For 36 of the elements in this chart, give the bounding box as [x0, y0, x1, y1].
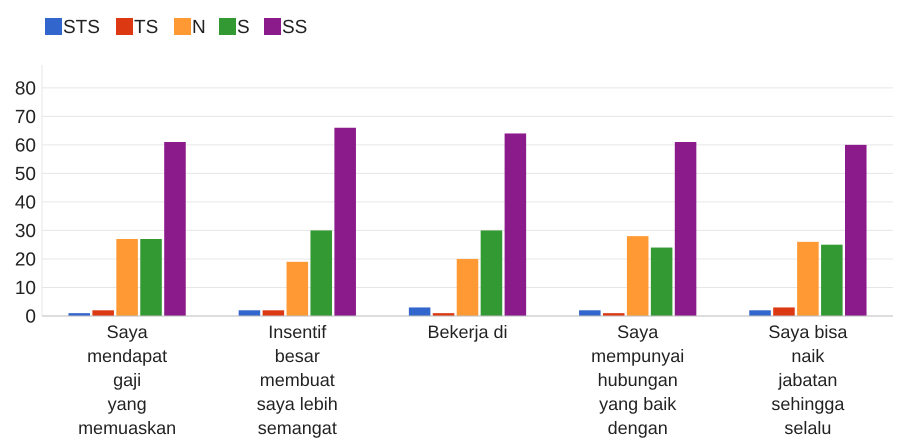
bar	[408, 307, 430, 316]
bar	[674, 142, 696, 316]
legend-label: STS	[63, 17, 100, 38]
y-tick-label: 40	[14, 192, 36, 214]
y-tick-label: 60	[14, 136, 36, 157]
x-tick-label: Saya bisa naik jabatan sehingga selalu	[768, 322, 848, 438]
y-tick-label: 10	[14, 278, 36, 300]
bar	[140, 238, 162, 316]
bar	[821, 244, 843, 316]
x-tick-label: Insentif besar membuat saya lebih semangat	[256, 322, 338, 438]
y-tick-label: 70	[14, 106, 36, 128]
x-tick-label: Saya mempunyai hubungan yang baik dengan	[591, 322, 684, 438]
bar	[773, 307, 795, 316]
y-tick-label: 80	[14, 78, 36, 100]
y-tick-label: 30	[14, 221, 36, 242]
bar	[504, 133, 526, 316]
legend-label: S	[237, 17, 250, 38]
bar	[797, 242, 819, 316]
legend-label: TS	[134, 17, 158, 38]
legend-label: N	[192, 17, 206, 38]
y-tick-label: 50	[14, 164, 36, 186]
legend-label: SS	[282, 17, 308, 38]
bar	[480, 230, 502, 316]
y-tick-label: 0	[25, 306, 36, 328]
bar	[334, 128, 356, 316]
bar	[845, 144, 867, 316]
bar	[456, 258, 478, 316]
x-tick-label: Saya mendapat gaji yang memuaskan	[78, 322, 176, 438]
bar	[286, 262, 308, 316]
x-tick-label: Bekerja di	[427, 322, 508, 342]
y-tick-label: 20	[14, 250, 36, 271]
bar	[626, 236, 648, 316]
bar	[650, 248, 672, 316]
bar	[116, 238, 138, 316]
bar	[310, 230, 332, 316]
bar	[164, 142, 186, 316]
